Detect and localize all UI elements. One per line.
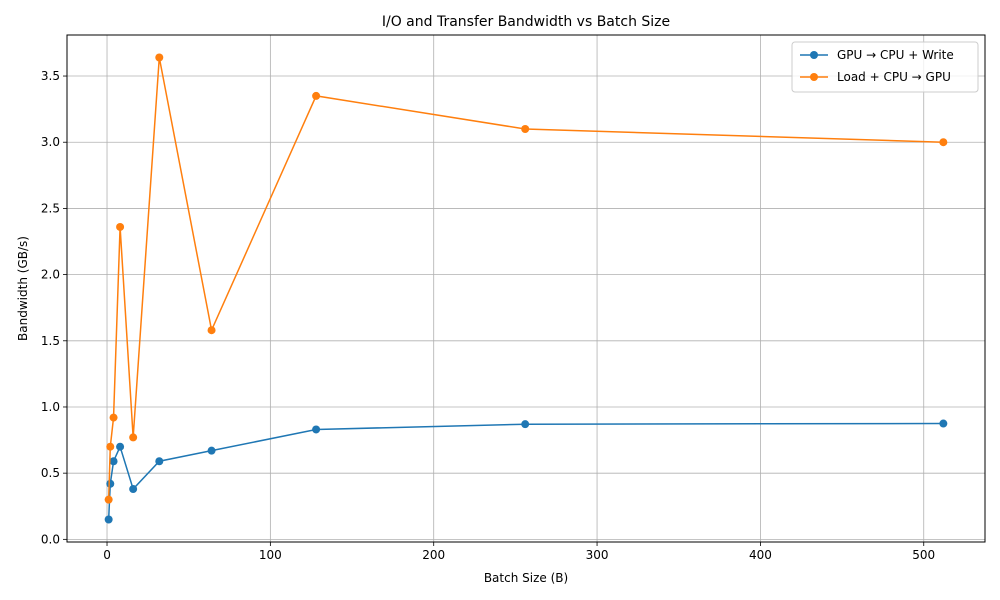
legend-box: [791, 41, 979, 93]
legend-label: GPU → CPU + Write: [837, 48, 954, 62]
data-point: [106, 442, 115, 451]
data-point: [521, 420, 530, 429]
tick-layer: 0 100 200 300 400 500 0.0 0.5 1.0 1.5 2.0 2.5 3.0 3.5: [41, 69, 935, 562]
data-point: [207, 326, 216, 335]
y-tick-label: 0.0: [41, 532, 60, 546]
data-point: [109, 413, 118, 422]
y-tick-label: 3.5: [41, 69, 60, 83]
data-point: [104, 515, 113, 524]
data-point: [129, 433, 138, 442]
y-tick-label: 0.5: [41, 466, 60, 480]
y-tick-label: 3.0: [41, 135, 60, 149]
grid-layer: [67, 35, 985, 542]
chart-title: I/O and Transfer Bandwidth vs Batch Size: [382, 14, 670, 30]
series-layer: [104, 53, 948, 524]
x-tick-label: 300: [586, 548, 609, 562]
x-tick-label: 400: [749, 548, 772, 562]
y-tick-label: 2.5: [41, 201, 60, 215]
data-point: [939, 419, 948, 428]
legend-marker: [810, 51, 818, 59]
series-1: [104, 419, 948, 524]
y-axis-title: Bandwidth (GB/s): [16, 236, 30, 341]
data-point: [521, 124, 530, 133]
data-point: [116, 222, 125, 231]
x-axis-title: Batch Size (B): [484, 571, 568, 585]
data-point: [104, 495, 113, 504]
legend-item: Load + CPU → GPU: [800, 70, 951, 84]
data-point: [116, 442, 125, 451]
series-2: [104, 53, 948, 504]
data-point: [155, 53, 164, 62]
legend-marker: [810, 73, 818, 81]
series-line: [107, 422, 944, 520]
x-tick-label: 0: [103, 548, 111, 562]
legend: GPU → CPU + Write Load + CPU → GPU: [791, 41, 979, 93]
data-point: [106, 479, 115, 488]
data-point: [129, 485, 138, 494]
data-point: [312, 91, 321, 100]
data-point: [312, 425, 321, 434]
x-tick-label: 500: [912, 548, 935, 562]
data-point: [109, 457, 118, 466]
data-point: [207, 446, 216, 455]
y-tick-label: 2.0: [41, 268, 60, 282]
legend-item: GPU → CPU + Write: [800, 48, 954, 62]
series-line: [107, 57, 944, 500]
data-point: [939, 138, 948, 147]
y-tick-label: 1.0: [41, 400, 60, 414]
x-tick-label: 200: [422, 548, 445, 562]
x-tick-label: 100: [259, 548, 282, 562]
legend-label: Load + CPU → GPU: [837, 70, 951, 84]
data-point: [155, 457, 164, 466]
y-tick-label: 1.5: [41, 334, 60, 348]
plot-frame: [66, 34, 986, 543]
